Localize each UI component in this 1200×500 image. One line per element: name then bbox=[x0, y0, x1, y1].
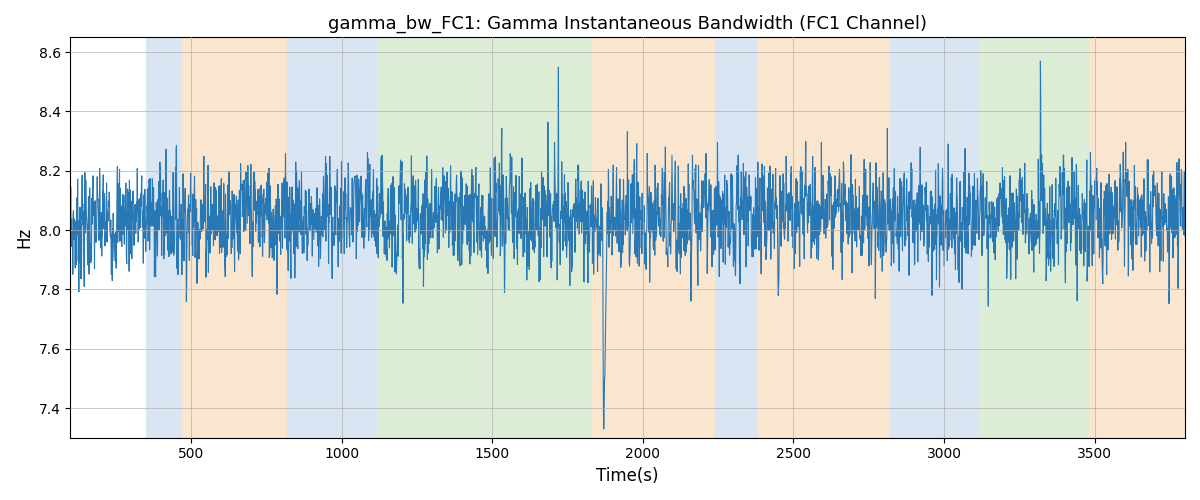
Bar bbox=[592, 38, 715, 438]
Bar bbox=[145, 38, 182, 438]
Bar bbox=[287, 38, 378, 438]
Bar bbox=[715, 38, 757, 438]
Bar bbox=[182, 38, 287, 438]
Y-axis label: Hz: Hz bbox=[14, 227, 32, 248]
Title: gamma_bw_FC1: Gamma Instantaneous Bandwidth (FC1 Channel): gamma_bw_FC1: Gamma Instantaneous Bandwi… bbox=[329, 15, 928, 34]
Bar bbox=[757, 38, 889, 438]
Bar bbox=[889, 38, 980, 438]
X-axis label: Time(s): Time(s) bbox=[596, 467, 659, 485]
Bar bbox=[980, 38, 1088, 438]
Bar bbox=[1088, 38, 1184, 438]
Bar bbox=[378, 38, 592, 438]
